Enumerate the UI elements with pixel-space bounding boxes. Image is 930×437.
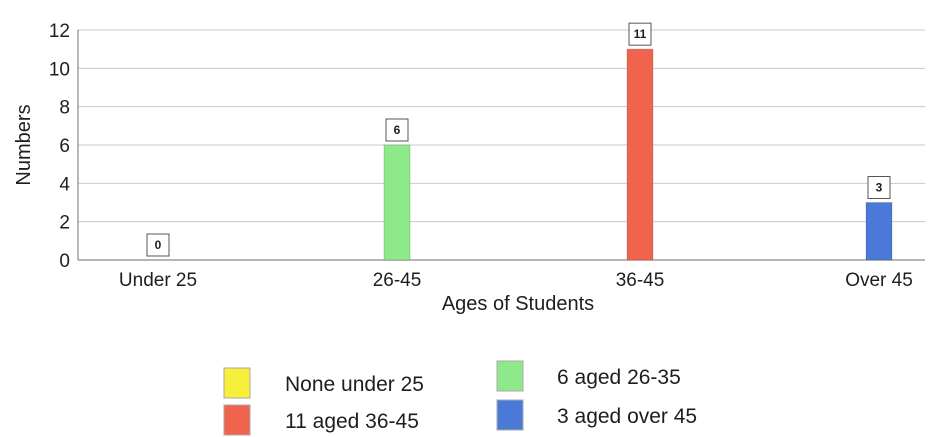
data-label-26-45: 6	[394, 123, 401, 137]
y-tick-label-12: 12	[49, 21, 70, 42]
data-labels: 0 6 11 3	[146, 22, 891, 257]
y-tick-label-8: 8	[59, 98, 70, 119]
x-tick-label-36-45: 36-45	[616, 270, 665, 291]
data-label-over-45: 3	[876, 181, 883, 195]
legend-swatch-aged-over-45	[496, 399, 524, 431]
legend-swatch-aged-26-35	[496, 360, 524, 392]
x-tick-labels: Under 25 26-45 36-45 Over 45	[119, 270, 913, 291]
legend: None under 25 6 aged 26-35 11 aged 36-45…	[223, 360, 697, 436]
x-axis-title: Ages of Students	[442, 293, 594, 315]
data-label-under-25: 0	[155, 238, 162, 252]
legend-label-aged-36-45: 11 aged 36-45	[285, 410, 419, 433]
x-tick-label-26-45: 26-45	[373, 270, 422, 291]
data-label-box-under-25	[146, 233, 170, 257]
y-tick-label-0: 0	[59, 251, 70, 272]
legend-swatch-aged-36-45	[223, 404, 251, 436]
bar-26-45	[383, 144, 411, 261]
legend-swatch-none-under-25	[223, 367, 251, 399]
y-tick-label-10: 10	[49, 59, 70, 80]
bars	[383, 48, 893, 261]
data-label-36-45: 11	[634, 27, 647, 41]
x-tick-label-under-25: Under 25	[119, 270, 197, 291]
axes	[77, 30, 925, 261]
y-tick-labels: 0 2 4 6 8 10 12	[49, 21, 71, 272]
legend-label-none-under-25: None under 25	[285, 373, 424, 396]
bar-36-45	[626, 48, 654, 261]
legend-label-aged-over-45: 3 aged over 45	[557, 405, 697, 428]
y-tick-label-6: 6	[59, 136, 70, 157]
grid	[78, 29, 925, 223]
y-axis-title: Numbers	[13, 104, 35, 185]
y-tick-label-2: 2	[59, 213, 70, 234]
data-label-box-36-45	[628, 22, 652, 46]
x-tick-label-over-45: Over 45	[845, 270, 913, 291]
bar-over-45	[865, 202, 893, 261]
legend-label-aged-26-35: 6 aged 26-35	[557, 366, 681, 389]
y-tick-label-4: 4	[59, 174, 70, 195]
data-label-box-over-45	[867, 176, 891, 199]
data-label-box-26-45	[385, 118, 409, 142]
